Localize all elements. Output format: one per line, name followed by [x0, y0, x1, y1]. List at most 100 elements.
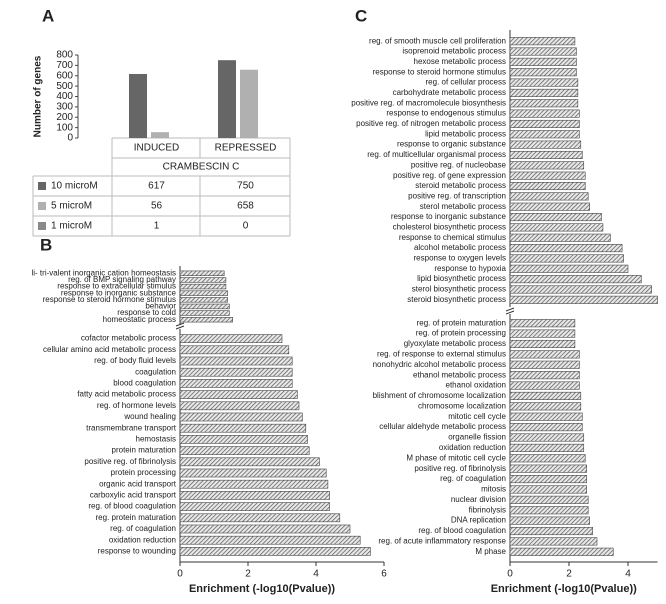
category-label: response to inorganic substance: [391, 212, 507, 221]
category-label: positive reg. of gene expression: [393, 171, 506, 180]
bar: [509, 140, 582, 149]
bar: [509, 68, 577, 77]
y-tick-label: 0: [67, 133, 73, 144]
category-label: fibrinolysis: [469, 505, 506, 514]
category-label: alcohol metabolic process: [414, 243, 506, 252]
category-label: response to extracellular stimulus: [57, 282, 176, 291]
category-label: oxidation reduction: [109, 535, 176, 544]
y-tick-label: 600: [56, 70, 73, 81]
bar: [509, 339, 576, 349]
bar: [509, 37, 576, 46]
category-label: nonohydric alcohol metabolic process: [373, 360, 506, 369]
bar: [179, 345, 290, 355]
bar: [179, 334, 283, 343]
bar: [179, 390, 298, 399]
bar: [509, 171, 586, 180]
category-label: blood coagulation: [113, 379, 176, 388]
bar: [509, 57, 577, 66]
category-label: M phase: [475, 547, 506, 556]
bar: [509, 547, 614, 556]
bar: [509, 119, 580, 128]
bar: [179, 277, 227, 283]
category-label: reg. of multicellular organismal process: [367, 150, 506, 159]
category-label: coagulation: [135, 367, 176, 376]
table-value: 617: [148, 181, 165, 192]
category-label: transmembrane transport: [86, 423, 177, 432]
category-label: reg. of smooth muscle cell proliferation: [369, 36, 506, 45]
category-label: lipid biosynthetic process: [417, 274, 506, 283]
bar: [509, 381, 580, 390]
bar: [509, 213, 602, 222]
bar: [179, 297, 228, 303]
x-tick-label: 0: [507, 569, 513, 580]
bar: [509, 423, 583, 432]
y-tick-label: 200: [56, 112, 73, 123]
category-label: oxidation reduction: [439, 443, 506, 452]
category-label: positive reg. of macromolecule biosynthe…: [351, 98, 506, 107]
bar: [509, 150, 583, 160]
y-tick-label: 800: [56, 50, 73, 61]
panel-label: A: [42, 6, 54, 25]
category-label: lipid metabolic process: [425, 129, 506, 138]
bar: [218, 60, 236, 138]
bar: [179, 547, 371, 556]
category-label: sterol metabolic process: [420, 202, 506, 211]
bar: [129, 73, 147, 138]
category-label: li- tri-valent inorganic cation homeosta…: [31, 268, 176, 277]
bar: [509, 485, 587, 494]
bar: [509, 254, 624, 263]
bar: [509, 537, 598, 546]
category-label: response to wounding: [98, 547, 176, 556]
bar: [509, 181, 586, 191]
category-label: response to hypoxia: [434, 264, 506, 273]
category-label: positive reg. of transcription: [408, 191, 506, 200]
bar: [179, 283, 227, 290]
bar: [151, 132, 169, 138]
bar: [179, 270, 225, 276]
category-label: response to cold: [117, 308, 176, 317]
x-tick-label: 4: [625, 569, 631, 580]
category-label: positive reg. of nucleobase: [411, 160, 507, 169]
bar: [179, 457, 320, 467]
category-label: ethanol metabolic process: [413, 370, 506, 379]
category-label: homeostatic process: [103, 315, 176, 324]
category-label: reg. of coagulation: [440, 474, 506, 483]
category-label: response to organic substance: [397, 140, 507, 149]
bar: [509, 350, 580, 359]
bar: [179, 356, 293, 366]
category-label: blishment of chromosome localization: [373, 391, 506, 400]
table-value: 56: [151, 201, 163, 212]
category-label: behavior: [145, 302, 176, 311]
x-axis-title: CRAMBESCIN C: [163, 162, 240, 173]
bar: [509, 244, 623, 253]
panel-label: C: [355, 6, 367, 25]
y-tick-label: 400: [56, 91, 73, 102]
bar: [179, 303, 230, 310]
bar: [509, 371, 580, 380]
category-label: fatty acid metabolic process: [77, 390, 176, 399]
bar: [509, 161, 585, 170]
bar: [509, 264, 629, 273]
bar: [179, 491, 330, 500]
bar: [509, 109, 580, 118]
x-tick-label: 6: [381, 569, 387, 580]
x-axis-title: Enrichment (-log10(Pvalue)): [491, 583, 637, 595]
table-value: 658: [237, 201, 254, 212]
category-label: positive reg. of fibrinolysis: [84, 457, 176, 466]
category-label: response to steroid hormone stimulus: [43, 295, 176, 304]
table-value: 0: [243, 221, 249, 232]
category-label: reg. of acute inflammatory response: [378, 537, 506, 546]
bar: [179, 317, 234, 323]
bar: [509, 360, 580, 369]
category-label: M phase of mitotic cell cycle: [406, 453, 506, 462]
bar: [179, 468, 327, 478]
category-label: steroid biosynthetic process: [407, 295, 506, 304]
bar: [509, 443, 585, 452]
y-tick-label: 500: [56, 81, 73, 92]
bar: [509, 329, 576, 338]
category-label: positive reg. of nitrogen metabolic proc…: [356, 119, 506, 128]
category-label: organelle fission: [448, 433, 506, 442]
category-label: organic acid transport: [99, 479, 177, 488]
legend-swatch: [38, 182, 46, 190]
